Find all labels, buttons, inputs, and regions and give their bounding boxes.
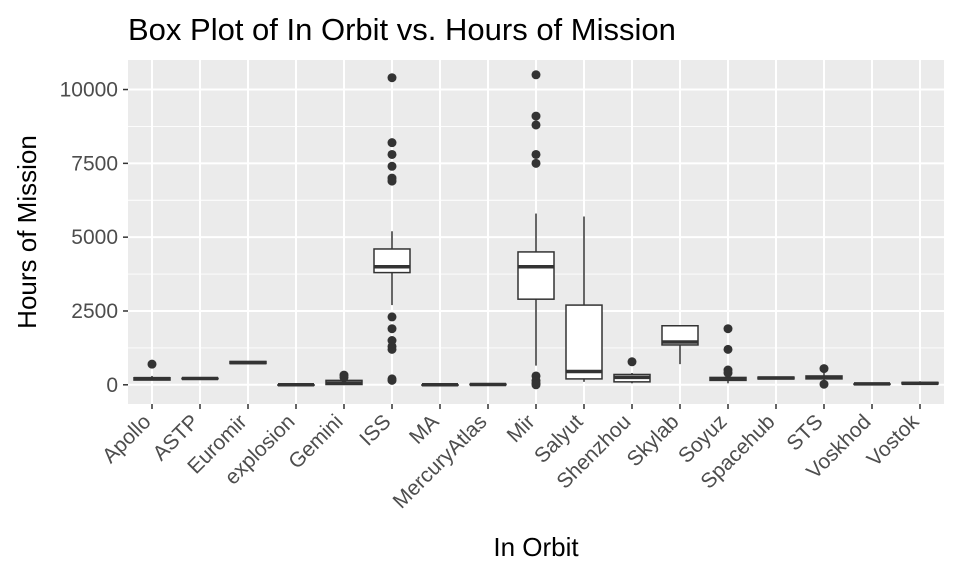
- box-mercuryatlas: [469, 382, 507, 387]
- outlier-point: [531, 158, 541, 168]
- y-tick-label: 0: [106, 374, 118, 397]
- outlier-point: [723, 368, 733, 378]
- iqr-box: [661, 325, 699, 346]
- outlier-point: [387, 149, 397, 159]
- x-tick-label: Skylab: [623, 410, 684, 471]
- outlier-point: [339, 372, 349, 382]
- x-axis-title: In Orbit: [493, 532, 579, 562]
- outlier-point: [147, 359, 157, 369]
- box-soyuz: [709, 324, 747, 384]
- iqr-box: [517, 251, 555, 300]
- outlier-point: [531, 70, 541, 80]
- box-spacehub: [757, 376, 795, 380]
- outlier-point: [387, 312, 397, 322]
- y-tick-label: 5000: [71, 226, 118, 249]
- y-axis-title: Hours of Mission: [12, 135, 42, 329]
- outlier-point: [387, 344, 397, 354]
- outlier-point: [531, 111, 541, 121]
- outlier-point: [531, 120, 541, 130]
- outlier-point: [819, 379, 829, 389]
- outlier-point: [387, 324, 397, 334]
- box-salyut: [565, 216, 603, 382]
- outlier-point: [531, 149, 541, 159]
- y-tick-label: 7500: [71, 152, 118, 175]
- outlier-point: [627, 357, 637, 367]
- x-tick-label: ISS: [355, 410, 395, 450]
- x-tick-label: MA: [405, 410, 444, 449]
- box-vostok: [901, 381, 939, 386]
- box-shenzhou: [613, 357, 651, 384]
- outlier-point: [387, 73, 397, 83]
- outlier-point: [387, 375, 397, 385]
- iqr-box: [565, 304, 603, 380]
- y-tick-label: 2500: [71, 300, 118, 323]
- iqr-box: [373, 248, 411, 274]
- x-tick-label: Mir: [503, 410, 540, 447]
- outlier-point: [387, 161, 397, 171]
- box-voskhod: [853, 382, 891, 386]
- box-sts: [805, 364, 843, 389]
- outlier-point: [387, 138, 397, 148]
- y-tick-label: 10000: [60, 79, 118, 102]
- outlier-point: [723, 324, 733, 334]
- outlier-point: [723, 344, 733, 354]
- x-tick-label: Apollo: [98, 410, 156, 468]
- box-apollo: [133, 359, 171, 381]
- box-skylab: [661, 325, 699, 365]
- box-astp: [181, 376, 219, 381]
- box-mir: [517, 70, 555, 390]
- outlier-point: [819, 364, 829, 374]
- box-euromir: [229, 360, 267, 365]
- box-ma: [421, 383, 459, 387]
- y-axis: 0 2500 5000 7500 10000: [60, 79, 128, 397]
- outlier-point: [531, 380, 541, 390]
- box-iss: [373, 73, 411, 385]
- boxes: [133, 70, 939, 390]
- box-gemini: [325, 370, 363, 386]
- outlier-point: [387, 176, 397, 186]
- x-tick-label: Vostok: [863, 410, 924, 471]
- x-tick-label: Gemini: [284, 410, 347, 473]
- box-explosion: [277, 383, 315, 387]
- chart-title: Box Plot of In Orbit vs. Hours of Missio…: [128, 12, 676, 47]
